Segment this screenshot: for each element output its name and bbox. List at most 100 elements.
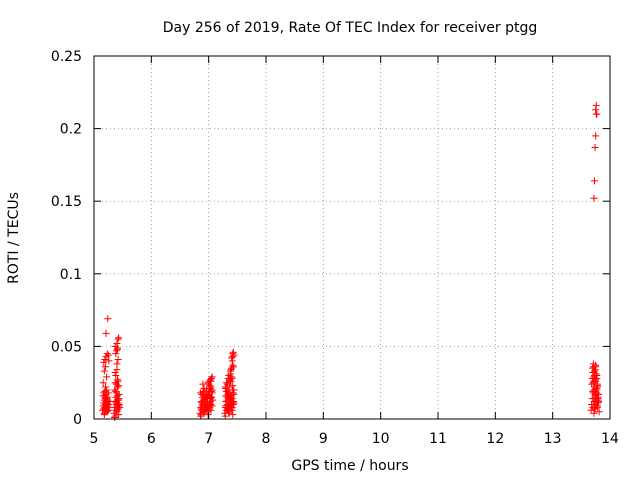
data-point (202, 402, 210, 410)
data-point (590, 409, 598, 417)
data-point (593, 389, 601, 397)
x-tick-label: 8 (262, 431, 271, 447)
data-point (197, 412, 205, 420)
data-point (224, 405, 232, 413)
data-point (100, 367, 108, 375)
data-point (592, 106, 600, 114)
x-tick-label: 11 (429, 431, 447, 447)
data-point (114, 377, 122, 385)
data-point (104, 389, 112, 397)
data-point (101, 383, 109, 391)
data-point (114, 344, 122, 352)
data-points (99, 101, 603, 422)
data-point (593, 110, 601, 118)
data-point (205, 389, 213, 397)
x-tick-label: 5 (90, 431, 99, 447)
data-point (208, 393, 216, 401)
data-point (201, 400, 209, 408)
grid-lines (94, 56, 610, 419)
data-point (230, 399, 238, 407)
y-axis-label: ROTI / TECUs (6, 192, 22, 284)
data-point (229, 348, 237, 356)
x-axis-label: GPS time / hours (291, 458, 408, 474)
data-point (112, 387, 120, 395)
data-point (592, 132, 600, 140)
data-point (228, 403, 236, 411)
data-point (228, 364, 236, 372)
data-point (101, 387, 109, 395)
data-point (112, 350, 120, 358)
data-point (104, 315, 112, 323)
data-point (206, 385, 214, 393)
data-point (200, 409, 208, 417)
data-point (592, 402, 600, 410)
data-point (103, 396, 111, 404)
data-point (99, 379, 107, 387)
data-point (229, 382, 237, 390)
data-point (224, 406, 232, 414)
data-point (115, 382, 123, 390)
data-point (104, 351, 112, 359)
data-point (590, 194, 598, 202)
data-point (197, 389, 205, 397)
data-point (115, 400, 123, 408)
data-point (101, 355, 109, 363)
data-point (113, 339, 121, 347)
data-point (111, 369, 119, 377)
data-point (591, 367, 599, 375)
data-point (228, 373, 236, 381)
data-point (226, 389, 234, 397)
data-point (595, 408, 603, 416)
x-tick-label: 6 (147, 431, 156, 447)
data-point (206, 376, 214, 384)
data-point (594, 399, 602, 407)
data-point (225, 409, 233, 417)
data-point (115, 396, 123, 404)
x-axis-ticks: 5 6 7 8 9 10 11 12 13 14 (90, 56, 619, 447)
data-point (590, 386, 598, 394)
data-point (114, 376, 122, 384)
data-point (111, 414, 119, 422)
x-tick-label: 9 (319, 431, 328, 447)
chart-title: Day 256 of 2019, Rate Of TEC Index for r… (163, 20, 538, 36)
data-point (591, 143, 599, 151)
y-tick-label: 0 (73, 412, 82, 428)
data-point (112, 389, 120, 397)
data-point (112, 347, 120, 355)
data-point (229, 363, 237, 371)
y-tick-label: 0.15 (51, 194, 82, 210)
data-point (104, 393, 112, 401)
data-point (222, 379, 230, 387)
data-point (222, 385, 230, 393)
data-point (229, 353, 237, 361)
data-point (206, 399, 214, 407)
data-point (101, 363, 109, 371)
data-point (225, 402, 233, 410)
data-point (222, 392, 230, 400)
data-point (228, 374, 236, 382)
data-point (110, 409, 118, 417)
y-axis-ticks: 0 0.05 0.1 0.15 0.2 0.25 (51, 49, 610, 428)
data-point (591, 177, 599, 185)
data-point (593, 383, 601, 391)
y-tick-label: 0.05 (51, 339, 82, 355)
data-point (104, 406, 112, 414)
data-point (198, 390, 206, 398)
data-point (595, 398, 603, 406)
data-point (100, 411, 108, 419)
data-point (113, 366, 121, 374)
data-point (114, 392, 122, 400)
data-point (103, 408, 111, 416)
data-point (229, 361, 237, 369)
data-point (208, 374, 216, 382)
data-point (592, 370, 600, 378)
data-point (230, 351, 238, 359)
x-tick-label: 12 (486, 431, 504, 447)
data-point (100, 358, 108, 366)
x-tick-label: 13 (544, 431, 562, 447)
y-tick-label: 0.25 (51, 49, 82, 65)
data-point (114, 383, 122, 391)
data-point (225, 371, 233, 379)
data-point (102, 402, 110, 410)
